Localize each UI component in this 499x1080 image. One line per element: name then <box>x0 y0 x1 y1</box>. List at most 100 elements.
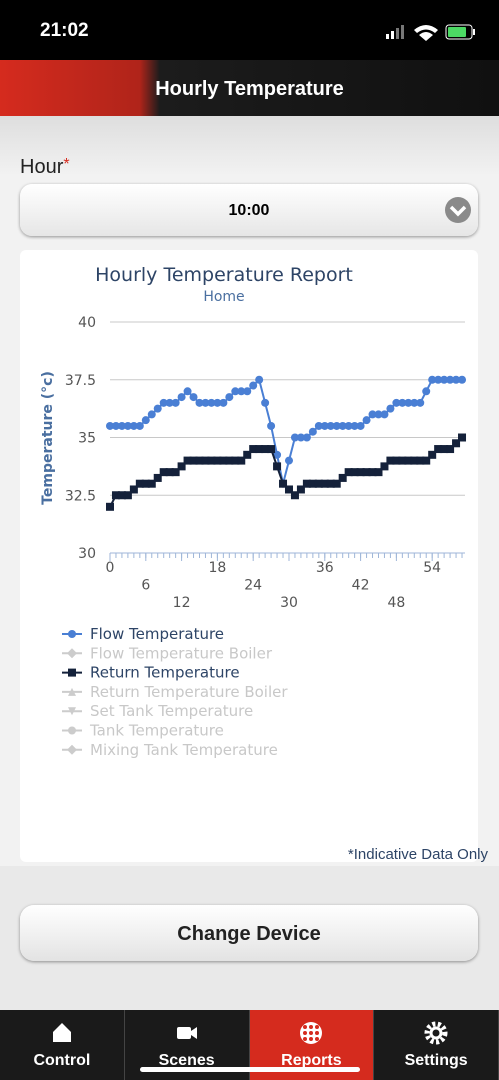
marker <box>273 462 282 471</box>
marker <box>434 375 443 384</box>
x-tick-label: 54 <box>423 560 441 576</box>
marker <box>141 416 150 425</box>
legend-label: Flow Temperature Boiler <box>90 644 273 662</box>
marker <box>386 404 395 413</box>
marker <box>458 433 467 442</box>
chart-subtitle: Home <box>203 289 244 305</box>
marker <box>296 485 305 494</box>
marker <box>219 398 228 407</box>
marker <box>237 456 246 465</box>
tab-icon <box>424 1021 448 1045</box>
marker <box>219 456 228 465</box>
tab-icon <box>176 1027 197 1039</box>
marker <box>440 445 449 454</box>
home-indicator <box>140 1067 360 1072</box>
tab-label: Settings <box>404 1052 468 1069</box>
marker <box>446 375 455 384</box>
marker <box>68 707 76 716</box>
clock: 21:02 <box>40 20 89 41</box>
marker <box>68 726 76 735</box>
x-tick-label: 48 <box>387 595 405 611</box>
marker <box>308 427 317 436</box>
marker <box>165 398 174 407</box>
marker <box>189 456 198 465</box>
marker <box>302 479 311 488</box>
marker <box>183 387 192 396</box>
marker <box>338 421 347 430</box>
marker <box>326 421 335 430</box>
marker <box>68 668 76 677</box>
marker <box>386 456 395 465</box>
marker <box>344 468 353 477</box>
marker <box>249 445 258 454</box>
marker <box>67 648 77 659</box>
tab-label: Reports <box>281 1052 342 1069</box>
marker <box>279 479 288 488</box>
marker <box>213 398 222 407</box>
chart: Hourly Temperature Report Home Temperatu… <box>20 250 478 862</box>
marker <box>398 398 407 407</box>
marker <box>183 456 192 465</box>
marker <box>201 398 210 407</box>
tab-label: Control <box>33 1052 91 1069</box>
marker <box>374 468 383 477</box>
marker <box>296 433 305 442</box>
marker <box>362 416 371 425</box>
marker <box>284 485 293 494</box>
marker <box>207 456 216 465</box>
status-icons <box>386 24 475 41</box>
marker <box>320 421 329 430</box>
marker <box>147 410 156 419</box>
marker <box>410 456 419 465</box>
marker <box>225 456 234 465</box>
marker <box>428 375 437 384</box>
marker <box>255 375 264 384</box>
marker <box>201 456 210 465</box>
tab-icon <box>52 1023 71 1042</box>
marker <box>302 433 311 442</box>
required-mark: * <box>63 156 70 173</box>
change-device-button[interactable]: Change Device <box>20 905 478 961</box>
label-text: Hour <box>20 156 64 178</box>
marker <box>452 439 461 448</box>
marker <box>117 491 126 500</box>
tab[interactable]: Control <box>0 1010 125 1080</box>
marker <box>308 479 317 488</box>
marker <box>440 375 449 384</box>
marker <box>422 456 431 465</box>
marker <box>368 410 377 419</box>
marker <box>458 375 467 384</box>
marker <box>320 479 329 488</box>
marker <box>416 398 425 407</box>
marker <box>452 375 461 384</box>
button-label: Change Device <box>177 923 321 945</box>
marker <box>356 421 365 430</box>
tab[interactable]: Scenes <box>125 1010 250 1080</box>
marker <box>189 393 198 402</box>
marker <box>243 387 252 396</box>
legend-label: Set Tank Temperature <box>90 702 253 720</box>
marker <box>123 491 132 500</box>
x-tick-label: 24 <box>244 578 262 594</box>
x-tick-label: 6 <box>141 578 150 594</box>
x-tick-label: 0 <box>106 560 115 576</box>
marker <box>416 456 425 465</box>
marker <box>135 421 144 430</box>
tab[interactable]: Settings <box>374 1010 499 1080</box>
dropdown-icon <box>445 197 471 223</box>
marker <box>380 410 389 419</box>
marker <box>267 445 276 454</box>
marker <box>332 421 341 430</box>
marker <box>350 468 359 477</box>
hour-select[interactable]: 10:00 <box>20 184 478 236</box>
marker <box>368 468 377 477</box>
marker <box>123 421 132 430</box>
marker <box>422 387 431 396</box>
marker <box>171 398 180 407</box>
marker <box>404 398 413 407</box>
legend-label: Mixing Tank Temperature <box>90 741 278 759</box>
marker <box>111 491 120 500</box>
y-tick-label: 32.5 <box>65 488 96 504</box>
marker <box>159 398 168 407</box>
chart-title: Hourly Temperature Report <box>95 264 353 286</box>
